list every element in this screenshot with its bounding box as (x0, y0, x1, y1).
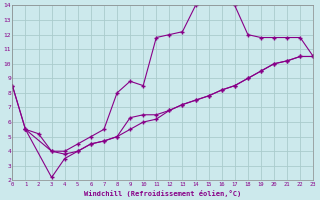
X-axis label: Windchill (Refroidissement éolien,°C): Windchill (Refroidissement éolien,°C) (84, 190, 242, 197)
